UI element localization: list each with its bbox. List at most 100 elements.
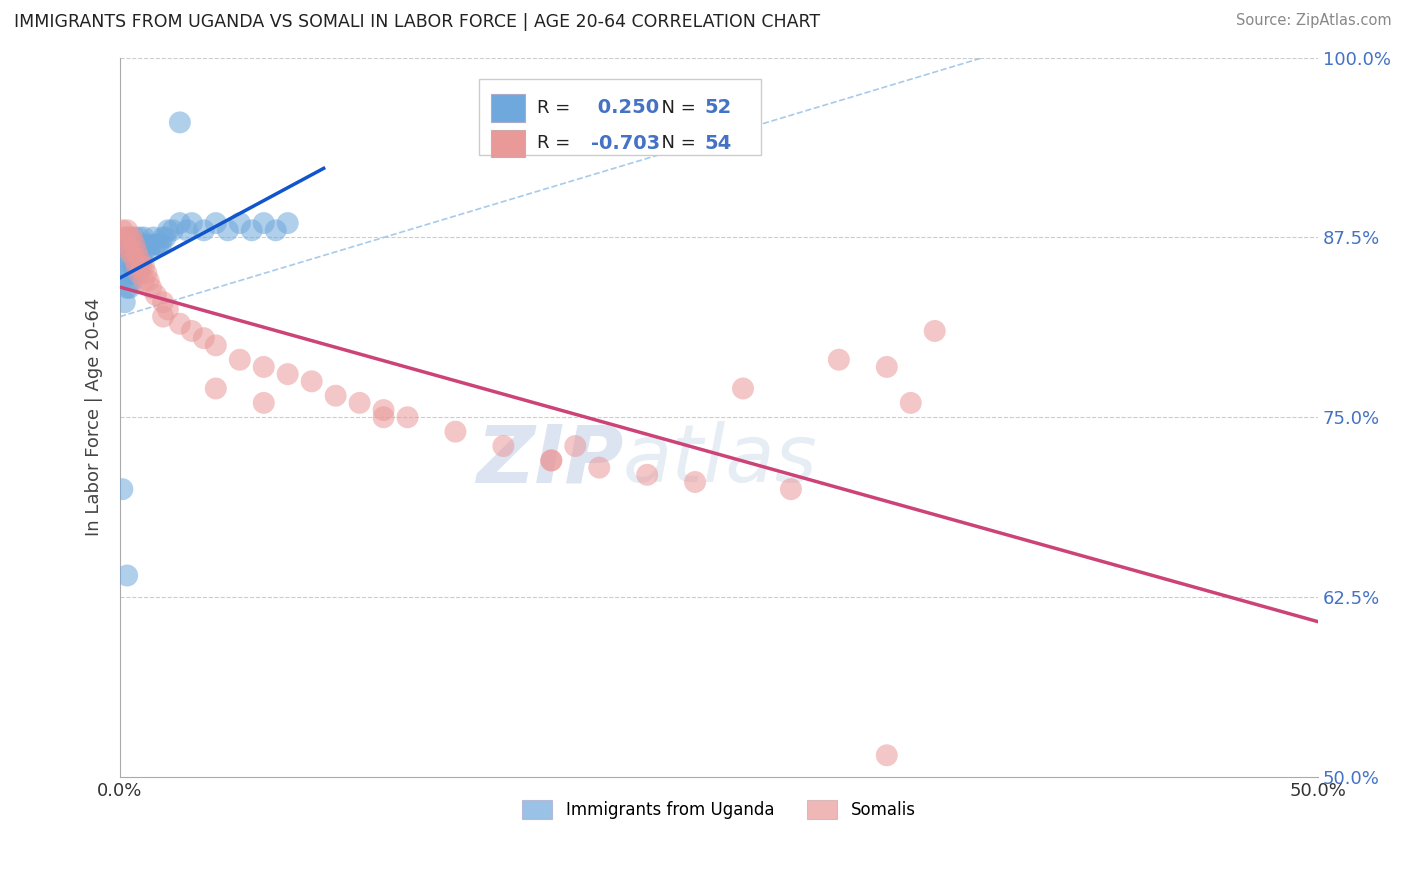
Point (128, 244, 150, 259)
Point (204, 382, 226, 396)
Point (193, 223, 215, 237)
Point (125, 237, 148, 252)
Point (111, 223, 134, 237)
Point (349, 396, 371, 410)
Point (124, 237, 146, 252)
Text: N =: N = (650, 135, 702, 153)
Point (396, 410, 419, 425)
Point (118, 267, 141, 281)
Point (149, 237, 172, 252)
Point (125, 259, 148, 273)
Point (115, 259, 138, 273)
Point (492, 439, 515, 453)
Point (139, 281, 162, 295)
Point (588, 460, 610, 475)
Text: R =: R = (537, 135, 576, 153)
Point (301, 374, 323, 388)
Point (156, 223, 179, 237)
Point (780, 482, 803, 496)
Point (152, 230, 174, 244)
Point (131, 259, 153, 273)
Point (155, 230, 177, 244)
Point (118, 237, 141, 252)
Point (114, 237, 136, 252)
Point (828, 352, 851, 367)
Point (135, 237, 157, 252)
Point (139, 237, 162, 252)
Point (131, 252, 153, 266)
Point (145, 288, 167, 302)
Point (277, 367, 299, 381)
Point (373, 403, 395, 417)
Point (636, 467, 658, 482)
Point (132, 230, 155, 244)
Point (540, 453, 562, 467)
Point (731, 382, 754, 396)
Point (924, 324, 946, 338)
Text: N =: N = (650, 99, 702, 117)
Point (253, 359, 276, 374)
Point (162, 223, 184, 237)
Point (128, 267, 150, 281)
Point (229, 216, 252, 230)
Point (132, 274, 155, 288)
Point (124, 230, 146, 244)
Text: -0.703: -0.703 (591, 134, 659, 153)
Point (125, 244, 148, 259)
Point (114, 295, 136, 310)
Point (124, 252, 146, 266)
Point (128, 230, 150, 244)
Point (145, 237, 167, 252)
Point (128, 259, 150, 273)
Point (132, 244, 155, 259)
Point (277, 216, 299, 230)
Point (169, 216, 191, 230)
Text: atlas: atlas (623, 421, 818, 500)
Point (169, 115, 191, 129)
Point (193, 331, 215, 345)
Point (115, 223, 138, 237)
Point (125, 252, 148, 266)
Point (564, 439, 586, 453)
Text: IMMIGRANTS FROM UGANDA VS SOMALI IN LABOR FORCE | AGE 20-64 CORRELATION CHART: IMMIGRANTS FROM UGANDA VS SOMALI IN LABO… (14, 13, 820, 31)
Point (169, 317, 191, 331)
Point (152, 310, 174, 324)
Point (217, 223, 239, 237)
Text: R =: R = (537, 99, 576, 117)
Point (180, 324, 202, 338)
Point (132, 259, 155, 273)
Text: 0.250: 0.250 (591, 98, 659, 118)
Point (683, 475, 706, 489)
Point (114, 230, 136, 244)
Point (180, 216, 202, 230)
Point (142, 230, 165, 244)
Point (115, 230, 138, 244)
FancyBboxPatch shape (479, 79, 761, 155)
Text: 54: 54 (704, 134, 733, 153)
Point (138, 274, 160, 288)
FancyBboxPatch shape (492, 95, 524, 121)
Point (325, 389, 347, 403)
Text: Source: ZipAtlas.com: Source: ZipAtlas.com (1236, 13, 1392, 29)
Point (373, 410, 395, 425)
Point (124, 259, 146, 273)
Point (118, 230, 141, 244)
Point (131, 237, 153, 252)
Point (115, 237, 138, 252)
Point (118, 244, 141, 259)
Point (253, 396, 276, 410)
Point (900, 396, 922, 410)
Point (444, 425, 467, 439)
Point (121, 274, 143, 288)
Point (111, 274, 134, 288)
Point (121, 244, 143, 259)
Point (135, 267, 157, 281)
Point (128, 252, 150, 266)
Point (264, 223, 287, 237)
Point (148, 237, 170, 252)
Point (118, 252, 141, 266)
Text: 52: 52 (704, 98, 733, 118)
Point (176, 223, 198, 237)
Point (240, 223, 263, 237)
Point (204, 216, 226, 230)
